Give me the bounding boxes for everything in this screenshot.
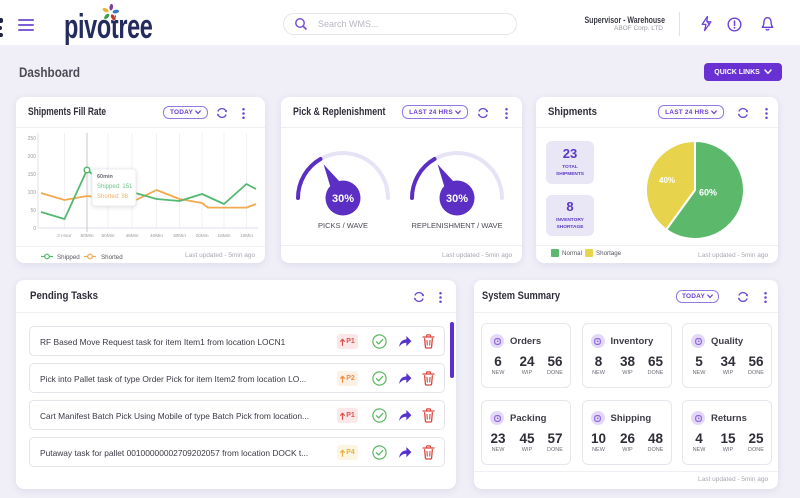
svg-text:2 Hour: 2 Hour	[57, 233, 72, 239]
svg-text:30%: 30%	[332, 193, 354, 205]
svg-text:Shorted: Shorted	[101, 254, 123, 261]
svg-text:0: 0	[33, 226, 36, 232]
svg-text:100: 100	[28, 190, 37, 196]
svg-text:40%: 40%	[659, 176, 675, 185]
svg-text:Shorted: 98: Shorted: 98	[97, 194, 129, 200]
svg-text:PICKS / WAVE: PICKS / WAVE	[318, 221, 368, 230]
svg-text:45Min: 45Min	[125, 233, 138, 239]
svg-text:30%: 30%	[446, 193, 468, 205]
svg-text:10Min: 10Min	[240, 233, 253, 239]
svg-text:250: 250	[28, 136, 37, 142]
svg-text:200: 200	[28, 154, 37, 160]
svg-text:150: 150	[28, 172, 37, 178]
svg-text:15Min: 15Min	[217, 233, 230, 239]
svg-text:30Min: 30Min	[173, 233, 186, 239]
svg-text:Shipped: 151: Shipped: 151	[97, 184, 133, 190]
svg-text:40Min: 40Min	[150, 233, 163, 239]
svg-text:REPLENISHMENT / WAVE: REPLENISHMENT / WAVE	[411, 221, 502, 230]
svg-text:60min: 60min	[97, 174, 114, 180]
svg-text:Shipped: Shipped	[57, 254, 80, 261]
svg-text:60%: 60%	[699, 188, 717, 198]
svg-text:60Min: 60Min	[80, 233, 93, 239]
svg-text:50Min: 50Min	[101, 233, 114, 239]
svg-text:20Min: 20Min	[195, 233, 208, 239]
svg-text:50: 50	[30, 208, 36, 214]
